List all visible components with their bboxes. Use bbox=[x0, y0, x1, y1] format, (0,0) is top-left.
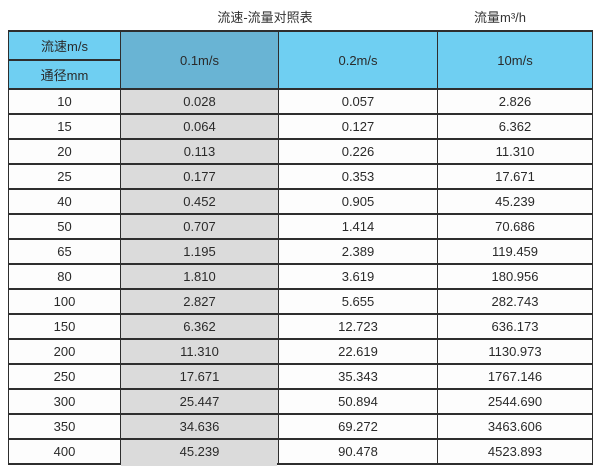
flow-value-cell: 90.478 bbox=[278, 438, 438, 465]
table-row: 400 45.239 90.478 4523.893 bbox=[8, 438, 593, 465]
flow-value-cell: 1.414 bbox=[278, 213, 438, 240]
flow-value-cell: 5.655 bbox=[278, 288, 438, 315]
table-row: 250 17.671 35.343 1767.146 bbox=[8, 363, 593, 390]
flow-value-cell: 0.905 bbox=[278, 188, 438, 215]
flow-unit-caption: 流量m³/h bbox=[473, 10, 526, 25]
diameter-cell: 50 bbox=[8, 213, 121, 240]
flow-value-cell: 0.028 bbox=[120, 88, 279, 115]
diameter-cell: 20 bbox=[8, 138, 121, 165]
flow-value-cell: 2.827 bbox=[120, 288, 279, 315]
table-row: 300 25.447 50.894 2544.690 bbox=[8, 388, 593, 415]
table-row: 10 0.028 0.057 2.826 bbox=[8, 88, 593, 115]
flow-value-cell: 22.619 bbox=[278, 338, 438, 365]
column-header-velocity-0-1: 0.1m/s bbox=[120, 30, 279, 90]
header-row-bottom: 通径mm bbox=[8, 59, 593, 90]
diameter-cell: 100 bbox=[8, 288, 121, 315]
diameter-cell: 400 bbox=[8, 438, 121, 465]
flow-value-cell: 6.362 bbox=[437, 113, 593, 140]
diameter-cell: 40 bbox=[8, 188, 121, 215]
table-row: 65 1.195 2.389 119.459 bbox=[8, 238, 593, 265]
flow-value-cell: 119.459 bbox=[437, 238, 593, 265]
flow-value-cell: 0.057 bbox=[278, 88, 438, 115]
table-row: 50 0.707 1.414 70.686 bbox=[8, 213, 593, 240]
column-header-velocity-10: 10m/s bbox=[437, 30, 593, 90]
flow-value-cell: 0.127 bbox=[278, 113, 438, 140]
flow-value-cell: 50.894 bbox=[278, 388, 438, 415]
flow-value-cell: 0.113 bbox=[120, 138, 279, 165]
flow-value-cell: 11.310 bbox=[437, 138, 593, 165]
flow-value-cell: 12.723 bbox=[278, 313, 438, 340]
table-row: 150 6.362 12.723 636.173 bbox=[8, 313, 593, 340]
flow-value-cell: 3.619 bbox=[278, 263, 438, 290]
table-row: 15 0.064 0.127 6.362 bbox=[8, 113, 593, 140]
diameter-cell: 150 bbox=[8, 313, 121, 340]
diameter-cell: 25 bbox=[8, 163, 121, 190]
flow-value-cell: 6.362 bbox=[120, 313, 279, 340]
caption-bar: 流速-流量对照表 流量m³/h bbox=[0, 0, 600, 30]
flow-value-cell: 1.810 bbox=[120, 263, 279, 290]
flow-value-cell: 70.686 bbox=[437, 213, 593, 240]
flow-value-cell: 45.239 bbox=[437, 188, 593, 215]
diameter-cell: 300 bbox=[8, 388, 121, 415]
flow-value-cell: 35.343 bbox=[278, 363, 438, 390]
corner-top-label: 流速m/s bbox=[8, 30, 121, 61]
flow-value-cell: 0.707 bbox=[120, 213, 279, 240]
table-title: 流速-流量对照表 bbox=[217, 10, 313, 25]
gray-column-overhang bbox=[121, 462, 277, 466]
flow-value-cell: 0.064 bbox=[120, 113, 279, 140]
flow-value-cell: 69.272 bbox=[278, 413, 438, 440]
flow-value-cell: 34.636 bbox=[120, 413, 279, 440]
flow-value-cell: 1130.973 bbox=[437, 338, 593, 365]
flow-value-cell: 3463.606 bbox=[437, 413, 593, 440]
flow-value-cell: 636.173 bbox=[437, 313, 593, 340]
flow-value-cell: 2.826 bbox=[437, 88, 593, 115]
table-row: 40 0.452 0.905 45.239 bbox=[8, 188, 593, 215]
diameter-cell: 200 bbox=[8, 338, 121, 365]
table-row: 200 11.310 22.619 1130.973 bbox=[8, 338, 593, 365]
table-row: 100 2.827 5.655 282.743 bbox=[8, 288, 593, 315]
flow-value-cell: 1767.146 bbox=[437, 363, 593, 390]
flow-value-cell: 11.310 bbox=[120, 338, 279, 365]
flow-value-cell: 25.447 bbox=[120, 388, 279, 415]
flow-value-cell: 180.956 bbox=[437, 263, 593, 290]
diameter-cell: 15 bbox=[8, 113, 121, 140]
column-header-velocity-0-2: 0.2m/s bbox=[278, 30, 438, 90]
flow-value-cell: 0.353 bbox=[278, 163, 438, 190]
flow-rate-table: 流速m/s 0.1m/s 0.2m/s 10m/s 通径mm 10 0.028 0.… bbox=[8, 30, 593, 465]
table-row: 350 34.636 69.272 3463.606 bbox=[8, 413, 593, 440]
flow-value-cell: 282.743 bbox=[437, 288, 593, 315]
flow-value-cell: 2.389 bbox=[278, 238, 438, 265]
diameter-cell: 250 bbox=[8, 363, 121, 390]
flow-value-cell: 1.195 bbox=[120, 238, 279, 265]
flow-value-cell: 0.452 bbox=[120, 188, 279, 215]
header-row-top: 流速m/s 0.1m/s 0.2m/s 10m/s bbox=[8, 30, 593, 90]
diameter-cell: 10 bbox=[8, 88, 121, 115]
diameter-cell: 350 bbox=[8, 413, 121, 440]
table-row: 20 0.113 0.226 11.310 bbox=[8, 138, 593, 165]
diameter-cell: 65 bbox=[8, 238, 121, 265]
flow-value-cell: 45.239 bbox=[120, 438, 279, 465]
corner-bottom-label: 通径mm bbox=[8, 59, 121, 90]
flow-value-cell: 2544.690 bbox=[437, 388, 593, 415]
flow-value-cell: 17.671 bbox=[437, 163, 593, 190]
flow-value-cell: 17.671 bbox=[120, 363, 279, 390]
table-row: 25 0.177 0.353 17.671 bbox=[8, 163, 593, 190]
table-body: 10 0.028 0.057 2.826 15 0.064 0.127 6.362 20 0.11… bbox=[8, 88, 593, 465]
flow-value-cell: 0.177 bbox=[120, 163, 279, 190]
table-header: 流速m/s 0.1m/s 0.2m/s 10m/s 通径mm bbox=[8, 30, 593, 90]
diameter-cell: 80 bbox=[8, 263, 121, 290]
flow-value-cell: 0.226 bbox=[278, 138, 438, 165]
flow-value-cell: 4523.893 bbox=[437, 438, 593, 465]
table-row: 80 1.810 3.619 180.956 bbox=[8, 263, 593, 290]
